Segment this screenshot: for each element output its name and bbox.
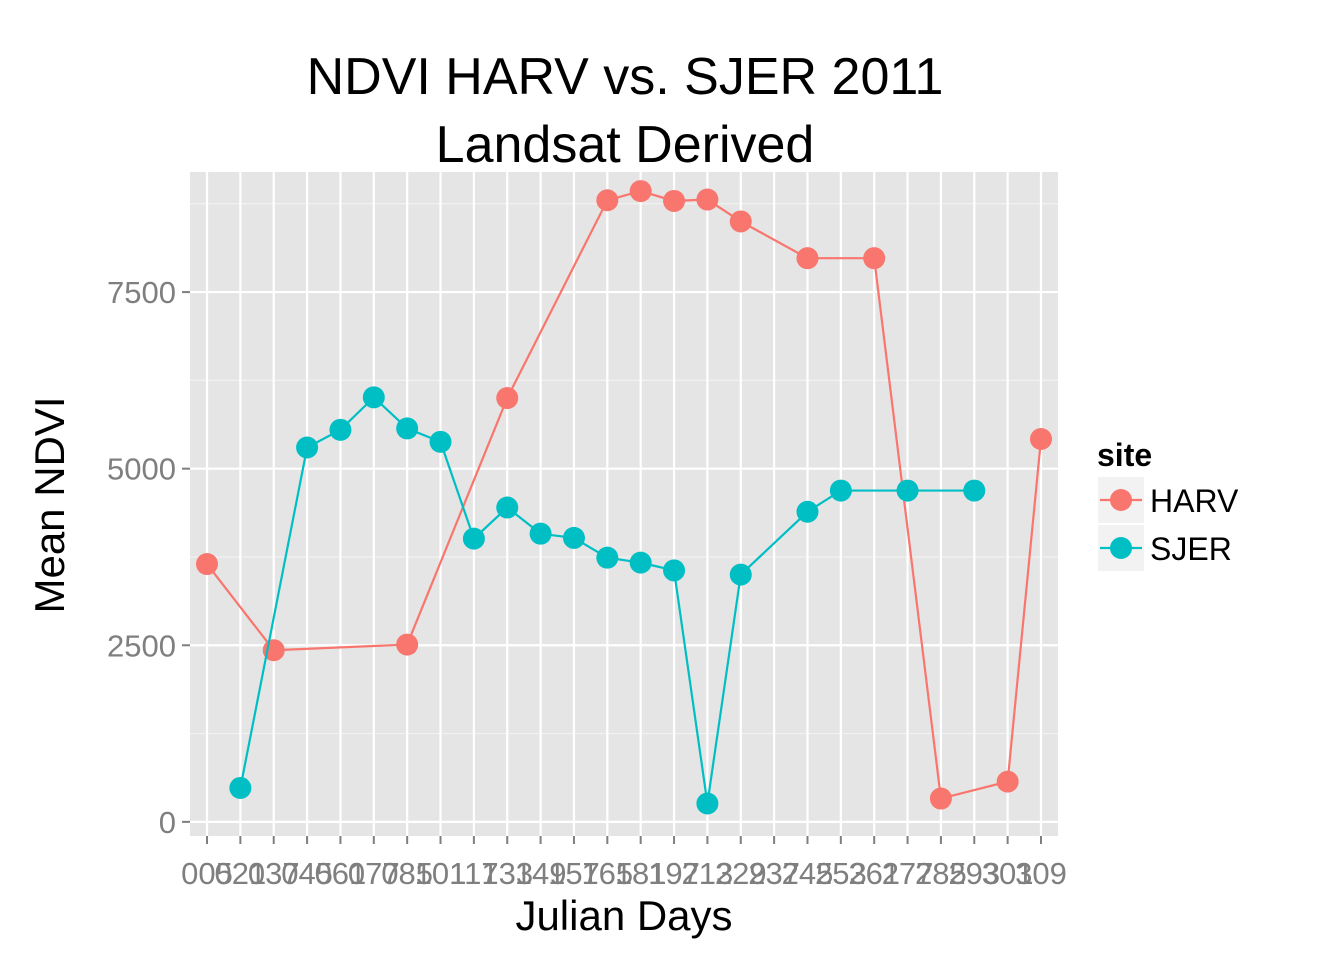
legend-title: site <box>1097 437 1152 473</box>
x-tick-label: 229 <box>715 856 767 891</box>
data-point-sjer <box>829 479 852 502</box>
data-point-sjer <box>896 479 919 502</box>
x-tick-label: 197 <box>648 856 700 891</box>
data-point-sjer <box>362 386 385 409</box>
x-tick-label: 165 <box>581 856 633 891</box>
data-point-sjer <box>963 479 986 502</box>
data-point-harv <box>996 770 1019 793</box>
plot-area <box>190 172 1058 836</box>
chart-title-line-2: Landsat Derived <box>436 116 815 174</box>
data-point-sjer <box>729 563 752 586</box>
data-point-sjer <box>296 436 319 459</box>
legend-label-harv: HARV <box>1150 483 1239 519</box>
y-tick-label: 7500 <box>107 275 176 310</box>
legend: site HARV SJER <box>1097 437 1239 571</box>
data-point-sjer <box>696 792 719 815</box>
x-tick-label: 213 <box>682 856 734 891</box>
data-point-harv <box>596 189 619 212</box>
y-tick-label: 0 <box>159 805 176 840</box>
x-tick-label: 277 <box>882 856 934 891</box>
data-point-sjer <box>396 417 419 440</box>
y-tick-label: 2500 <box>107 628 176 663</box>
y-axis: 0 2500 5000 7500 <box>107 275 190 840</box>
x-axis-title: Julian Days <box>515 892 732 939</box>
data-point-sjer <box>529 522 552 545</box>
y-axis-title: Mean NDVI <box>26 396 73 613</box>
data-point-sjer <box>429 430 452 453</box>
legend-marker-sjer <box>1110 537 1132 559</box>
x-tick-label: 253 <box>815 856 867 891</box>
data-point-sjer <box>629 551 652 574</box>
data-point-sjer <box>329 418 352 441</box>
x-tick-label: 237 <box>748 856 800 891</box>
x-axis: 0050210370450610770851011171331491571651… <box>181 836 1067 891</box>
x-tick-label: 061 <box>315 856 367 891</box>
data-point-harv <box>496 387 519 410</box>
data-point-harv <box>1030 428 1052 451</box>
x-tick-label: 309 <box>1015 856 1067 891</box>
data-point-sjer <box>462 527 485 550</box>
x-tick-label: 245 <box>782 856 834 891</box>
data-point-harv <box>629 180 652 203</box>
series-line-harv <box>206 189 1043 800</box>
x-tick-label: 101 <box>415 856 467 891</box>
data-point-sjer <box>663 559 686 582</box>
x-tick-label: 037 <box>248 856 300 891</box>
data-point-sjer <box>596 546 619 569</box>
data-point-sjer <box>229 776 252 799</box>
x-tick-label: 077 <box>348 856 400 891</box>
data-point-harv <box>729 210 752 233</box>
x-tick-label: 117 <box>449 856 498 891</box>
x-tick-label: 157 <box>548 856 600 891</box>
y-tick-label: 5000 <box>107 452 176 487</box>
plot-background <box>190 172 1058 836</box>
x-tick-label: 181 <box>615 856 667 891</box>
legend-label-sjer: SJER <box>1150 531 1232 567</box>
chart-title-line-1: NDVI HARV vs. SJER 2011 <box>307 48 944 106</box>
legend-marker-harv <box>1110 489 1132 511</box>
data-point-sjer <box>562 526 585 549</box>
data-point-harv <box>863 247 886 270</box>
data-point-harv <box>696 188 719 211</box>
data-point-sjer <box>496 496 519 519</box>
x-tick-label: 293 <box>948 856 1000 891</box>
x-tick-label: 149 <box>515 856 567 891</box>
x-tick-label: 133 <box>481 856 533 891</box>
x-tick-label: 285 <box>915 856 967 891</box>
data-point-harv <box>396 633 419 656</box>
x-tick-label: 045 <box>281 856 333 891</box>
x-tick-label: 021 <box>214 856 266 891</box>
series-layer <box>196 180 1052 815</box>
data-point-harv <box>929 787 952 810</box>
data-point-sjer <box>796 500 819 523</box>
x-tick-label: 261 <box>848 856 900 891</box>
data-point-harv <box>663 189 686 212</box>
x-tick-label: 005 <box>181 856 233 891</box>
data-point-harv <box>796 247 819 270</box>
data-point-harv <box>196 553 218 576</box>
x-tick-label: 301 <box>982 856 1034 891</box>
x-tick-label: 085 <box>381 856 433 891</box>
